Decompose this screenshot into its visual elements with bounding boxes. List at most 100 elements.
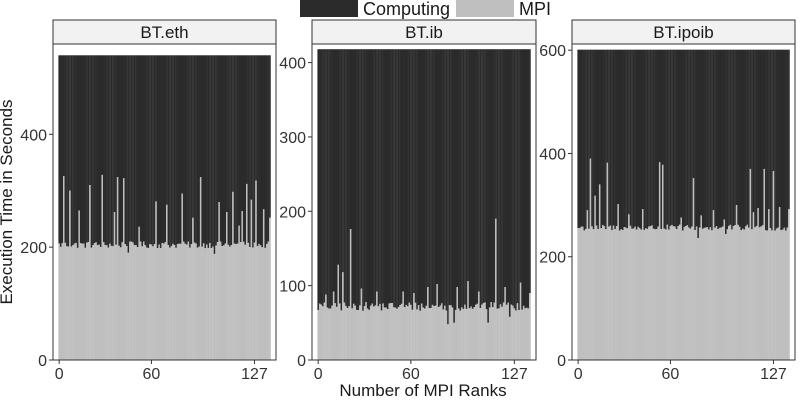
- bar-mpi: [166, 204, 168, 360]
- bar-computing: [144, 55, 147, 246]
- bar-computing: [516, 49, 519, 304]
- bar-computing: [383, 49, 386, 308]
- bar-computing: [598, 49, 601, 185]
- bar-mpi: [78, 210, 81, 360]
- bar-mpi: [632, 228, 635, 360]
- bar-computing: [371, 49, 374, 304]
- bar-computing: [366, 49, 369, 309]
- bar-computing: [614, 49, 616, 230]
- bar-computing: [723, 49, 726, 220]
- bar-mpi: [150, 244, 153, 360]
- bar-computing: [708, 49, 710, 230]
- bar-computing: [190, 55, 193, 245]
- bar-computing: [417, 49, 420, 306]
- bar-computing: [343, 49, 346, 303]
- bar-mpi: [447, 324, 449, 360]
- bar-computing: [400, 49, 403, 304]
- bar-computing: [82, 55, 85, 244]
- bar-mpi: [66, 246, 68, 360]
- bar-mpi: [119, 247, 122, 360]
- bar-computing: [226, 55, 228, 213]
- bar-computing: [210, 55, 213, 249]
- bar-mpi: [227, 244, 230, 360]
- bar-computing: [746, 49, 749, 225]
- y-tick-label: 200: [20, 240, 47, 257]
- y-tick-label: 0: [297, 353, 306, 370]
- bar-computing: [79, 55, 82, 244]
- bar-mpi: [481, 304, 483, 360]
- bar-computing: [357, 49, 360, 311]
- bar-computing: [147, 55, 150, 249]
- bar-mpi: [186, 244, 188, 360]
- bar-computing: [518, 49, 520, 311]
- bar-computing: [218, 55, 221, 202]
- bar-computing: [728, 49, 730, 226]
- bar-computing: [672, 49, 675, 227]
- bar-mpi: [215, 245, 217, 360]
- bar-computing: [490, 49, 493, 303]
- bar-mpi: [598, 184, 601, 360]
- bar-computing: [493, 49, 496, 303]
- bar-mpi: [153, 244, 156, 360]
- bar-computing: [169, 55, 171, 248]
- bar-computing: [178, 55, 181, 244]
- bar-mpi: [461, 307, 463, 360]
- bar-mpi: [236, 243, 239, 360]
- bar-mpi: [89, 185, 91, 360]
- bar-computing: [202, 55, 205, 244]
- bar-computing: [456, 49, 459, 288]
- bar-mpi: [399, 305, 401, 360]
- bar-computing: [189, 55, 191, 248]
- bar-mpi: [209, 242, 211, 360]
- bar-mpi: [660, 229, 663, 360]
- bar-computing: [195, 55, 197, 244]
- bar-computing: [527, 49, 530, 309]
- bar-mpi: [457, 308, 460, 360]
- bar-mpi: [102, 242, 105, 360]
- bar-computing: [597, 49, 600, 230]
- bar-computing: [698, 49, 701, 228]
- x-tick-label: 60: [143, 366, 161, 383]
- bar-computing: [337, 49, 340, 265]
- bar-mpi: [230, 245, 233, 360]
- bar-mpi: [578, 228, 581, 360]
- bar-mpi: [161, 242, 164, 360]
- bar-computing: [454, 49, 457, 310]
- bar-mpi: [393, 307, 395, 360]
- bar-mpi: [505, 304, 508, 360]
- facet-title: BT.eth: [140, 23, 188, 42]
- bar-mpi: [95, 242, 97, 360]
- bar-mpi: [365, 302, 367, 360]
- bar-mpi: [431, 304, 434, 360]
- bar-computing: [176, 55, 179, 245]
- bar-mpi: [320, 304, 323, 360]
- bar-mpi: [668, 229, 670, 360]
- panel-border: [52, 43, 277, 361]
- bar-mpi: [582, 226, 584, 360]
- bar-computing: [649, 49, 652, 227]
- bar-mpi: [743, 229, 746, 360]
- y-tick-label: 100: [279, 279, 306, 296]
- bar-computing: [167, 55, 170, 246]
- bar-computing: [743, 49, 746, 230]
- bar-mpi: [654, 229, 656, 360]
- bar-computing: [193, 55, 196, 243]
- bar-computing: [595, 49, 598, 226]
- bar-mpi: [686, 225, 689, 360]
- bar-mpi: [735, 205, 738, 360]
- bar-computing: [487, 49, 490, 323]
- bar-mpi: [614, 229, 616, 360]
- bar-mpi: [529, 293, 531, 360]
- bar-computing: [430, 49, 432, 308]
- bar-computing: [508, 49, 511, 317]
- bar-mpi: [703, 227, 706, 360]
- bar-mpi: [681, 230, 684, 360]
- bar-mpi: [527, 308, 530, 360]
- bar-mpi: [748, 227, 750, 360]
- bar-mpi: [488, 307, 491, 360]
- bar-computing: [155, 55, 157, 202]
- bar-mpi: [496, 308, 499, 360]
- bar-computing: [663, 49, 666, 229]
- bar-mpi: [519, 282, 522, 360]
- bar-computing: [396, 49, 398, 309]
